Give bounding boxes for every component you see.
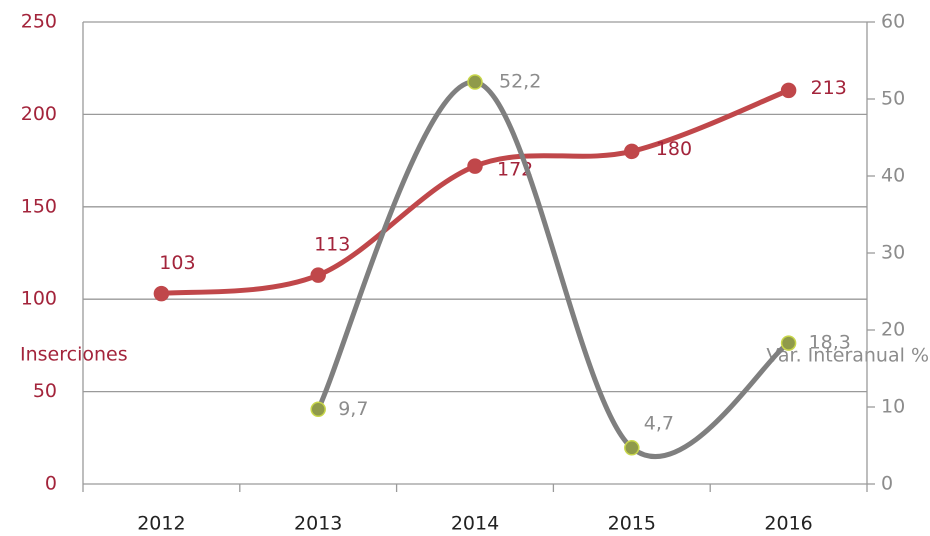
data-label: 52,2 [499,71,541,93]
marker [310,267,326,283]
x-tick-label: 2013 [294,513,342,535]
marker [310,401,326,418]
y2-tick-label: 10 [881,396,905,418]
y-tick-label: 250 [21,11,57,33]
marker [624,143,640,160]
data-label: 213 [811,77,847,99]
data-label: 18,3 [809,332,851,354]
x-tick-label: 2016 [764,513,812,535]
marker [153,285,170,302]
series-line [158,87,792,297]
y2-tick-label: 0 [881,473,893,495]
x-tick-label: 2012 [137,513,185,535]
y-tick-label: 100 [21,288,57,310]
x-tick-label: 2014 [451,513,499,535]
data-label: 113 [314,234,350,256]
y-tick-label: 150 [21,195,57,217]
series-line [315,79,792,460]
data-label: 9,7 [338,398,368,420]
y2-tick-label: 40 [881,165,905,187]
y-tick-label: 200 [21,103,57,125]
y2-tick-label: 60 [881,11,905,33]
y-axis-label: Inserciones [20,344,128,366]
marker [467,158,483,174]
y2-tick-label: 50 [881,88,905,110]
y2-axis-label: Var. Interanual % [766,345,929,367]
marker [780,335,797,351]
y-tick-label: 50 [33,380,57,402]
x-tick-label: 2015 [608,513,656,535]
data-label: 4,7 [644,412,674,434]
y-tick-label: 0 [45,473,57,495]
data-label: 103 [159,252,195,274]
y2-tick-label: 30 [881,242,905,264]
marker [780,82,797,99]
marker [624,440,640,456]
y2-tick-label: 20 [881,319,905,341]
marker [467,74,483,90]
data-label: 180 [656,138,692,160]
